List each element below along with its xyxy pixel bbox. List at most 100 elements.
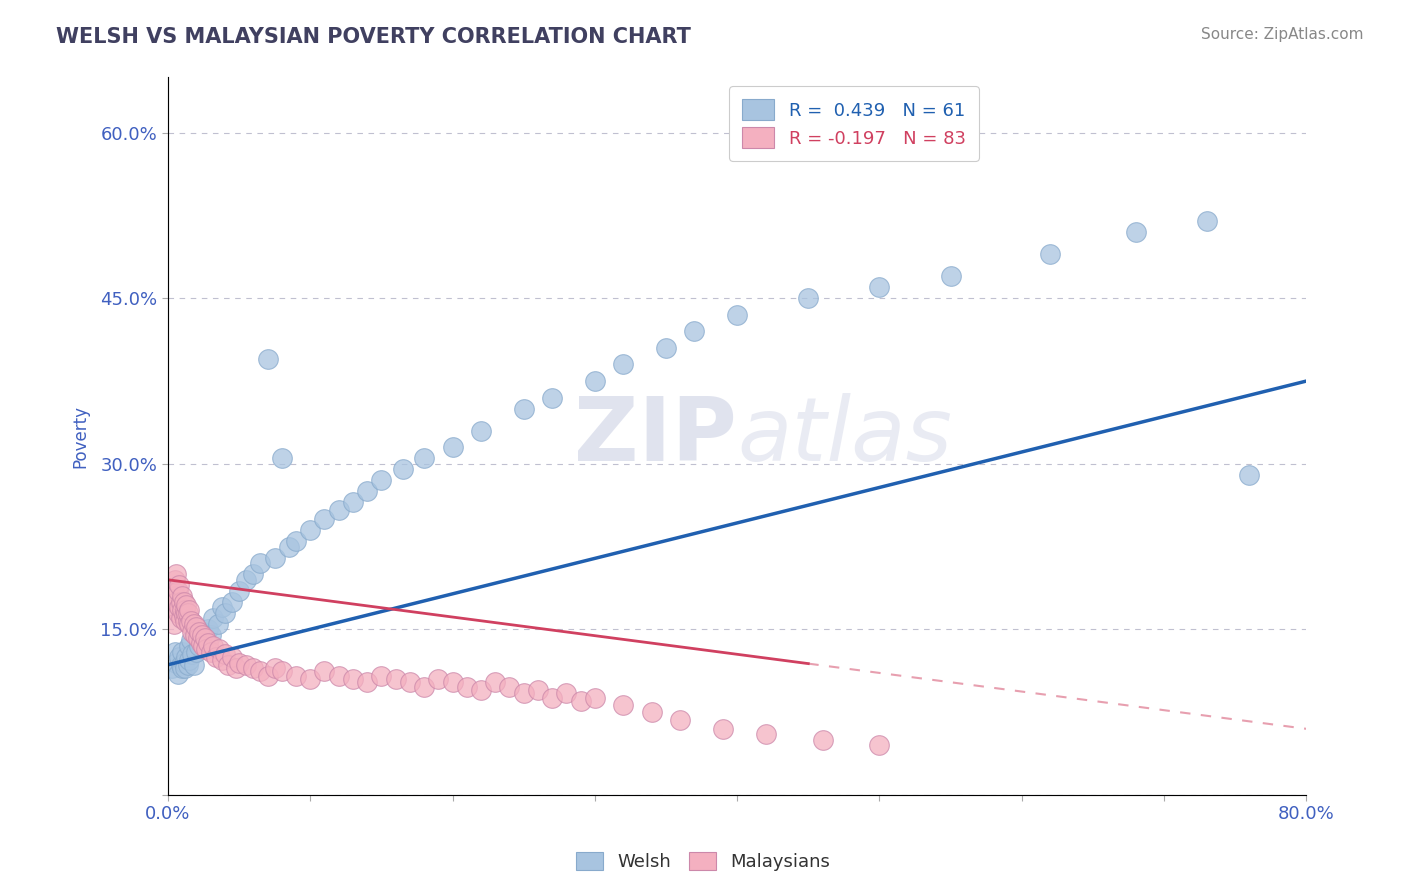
Point [541, 391, 564, 405]
Point [277, 540, 299, 554]
Point [169, 600, 191, 615]
Point [249, 556, 271, 570]
Point [314, 512, 336, 526]
Point [172, 661, 194, 675]
Point [249, 665, 271, 679]
Point [456, 680, 478, 694]
Point [162, 616, 184, 631]
Text: Source: ZipAtlas.com: Source: ZipAtlas.com [1201, 27, 1364, 42]
Point [173, 656, 195, 670]
Point [612, 698, 634, 712]
Point [470, 424, 492, 438]
Point [263, 550, 285, 565]
Point [190, 636, 212, 650]
Point [512, 401, 534, 416]
Point [165, 567, 187, 582]
Point [811, 732, 834, 747]
Point [179, 602, 201, 616]
Point [939, 269, 962, 284]
Point [208, 642, 231, 657]
Point [205, 650, 228, 665]
Point [173, 609, 195, 624]
Point [163, 590, 186, 604]
Text: atlas: atlas [737, 393, 952, 479]
Point [527, 683, 550, 698]
Point [583, 374, 606, 388]
Point [356, 675, 378, 690]
Point [725, 308, 748, 322]
Point [263, 661, 285, 675]
Point [214, 647, 236, 661]
Point [669, 713, 692, 727]
Point [200, 644, 222, 658]
Point [356, 484, 378, 499]
Point [191, 628, 214, 642]
Point [641, 705, 664, 719]
Point [166, 666, 188, 681]
Point [228, 583, 250, 598]
Point [176, 606, 198, 620]
Point [228, 656, 250, 670]
Point [177, 657, 200, 672]
Point [242, 661, 264, 675]
Point [187, 632, 209, 646]
Point [170, 595, 193, 609]
Point [166, 583, 188, 598]
Point [299, 672, 322, 686]
Point [172, 602, 194, 616]
Point [427, 672, 450, 686]
Point [176, 650, 198, 665]
Point [169, 578, 191, 592]
Point [162, 583, 184, 598]
Point [413, 680, 436, 694]
Point [202, 639, 225, 653]
Point [197, 636, 219, 650]
Point [193, 639, 215, 653]
Point [285, 534, 308, 549]
Point [172, 590, 194, 604]
Point [193, 636, 215, 650]
Point [270, 665, 292, 679]
Point [184, 628, 207, 642]
Point [173, 595, 195, 609]
Point [299, 523, 322, 537]
Point [1039, 247, 1062, 261]
Point [179, 639, 201, 653]
Point [163, 644, 186, 658]
Point [207, 616, 229, 631]
Point [1239, 467, 1261, 482]
Point [328, 669, 350, 683]
Y-axis label: Poverty: Poverty [72, 405, 89, 467]
Point [270, 451, 292, 466]
Point [176, 598, 198, 612]
Point [398, 675, 420, 690]
Text: ZIP: ZIP [575, 392, 737, 480]
Point [256, 669, 278, 683]
Point [177, 606, 200, 620]
Point [163, 573, 186, 587]
Point [211, 653, 233, 667]
Legend: R =  0.439   N = 61, R = -0.197   N = 83: R = 0.439 N = 61, R = -0.197 N = 83 [730, 87, 979, 161]
Point [498, 680, 520, 694]
Point [160, 600, 183, 615]
Point [217, 657, 239, 672]
Point [391, 462, 413, 476]
Point [214, 606, 236, 620]
Point [172, 644, 194, 658]
Point [202, 611, 225, 625]
Point [1125, 225, 1147, 239]
Point [1195, 214, 1218, 228]
Point [174, 614, 197, 628]
Point [242, 567, 264, 582]
Point [868, 739, 890, 753]
Point [193, 624, 215, 639]
Point [221, 650, 243, 665]
Point [180, 633, 202, 648]
Point [186, 644, 208, 658]
Point [384, 672, 406, 686]
Point [256, 351, 278, 366]
Point [181, 647, 204, 661]
Point [180, 614, 202, 628]
Point [868, 280, 890, 294]
Point [179, 616, 201, 631]
